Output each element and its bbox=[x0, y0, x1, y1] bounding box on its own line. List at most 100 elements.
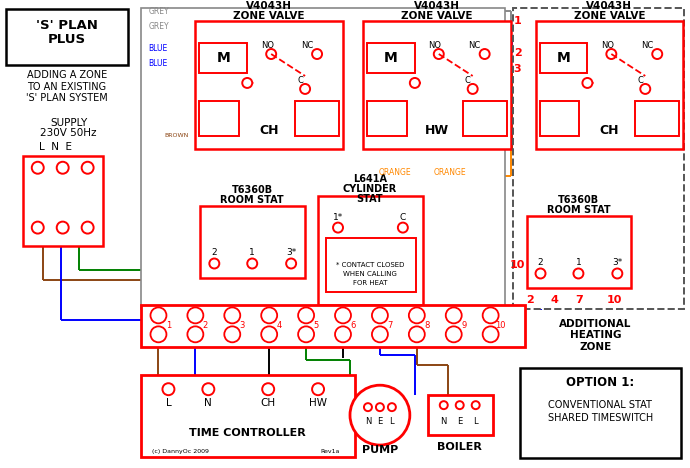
Text: CH: CH bbox=[259, 124, 279, 137]
Text: 'S' PLAN SYSTEM: 'S' PLAN SYSTEM bbox=[26, 93, 108, 103]
Circle shape bbox=[364, 403, 372, 411]
Text: N: N bbox=[204, 398, 213, 408]
Text: TO AN EXISTING: TO AN EXISTING bbox=[27, 82, 106, 92]
Circle shape bbox=[483, 307, 499, 323]
Text: C: C bbox=[400, 213, 406, 222]
Text: ADDITIONAL
HEATING
ZONE: ADDITIONAL HEATING ZONE bbox=[559, 319, 631, 352]
Text: 2: 2 bbox=[513, 48, 522, 58]
Circle shape bbox=[266, 49, 276, 59]
Circle shape bbox=[333, 223, 343, 233]
Circle shape bbox=[312, 49, 322, 59]
Text: N: N bbox=[441, 417, 447, 425]
Text: 1: 1 bbox=[249, 248, 255, 257]
Circle shape bbox=[298, 307, 314, 323]
Bar bbox=[200, 205, 305, 278]
Text: C: C bbox=[465, 76, 471, 86]
Text: PUMP: PUMP bbox=[362, 445, 398, 455]
Text: T6360B: T6360B bbox=[558, 195, 599, 205]
Circle shape bbox=[202, 383, 215, 395]
Text: 2: 2 bbox=[203, 321, 208, 330]
Text: ZONE VALVE: ZONE VALVE bbox=[401, 11, 473, 21]
Text: NO: NO bbox=[261, 41, 274, 50]
Bar bbox=[540, 101, 580, 136]
Circle shape bbox=[455, 401, 464, 409]
Bar bbox=[526, 216, 631, 288]
Text: M: M bbox=[384, 51, 397, 65]
Text: GREY: GREY bbox=[148, 22, 169, 30]
Bar bbox=[195, 21, 343, 149]
Text: CYLINDER: CYLINDER bbox=[343, 183, 397, 194]
Text: SUPPLY: SUPPLY bbox=[50, 118, 88, 128]
Bar bbox=[520, 368, 681, 458]
Text: 3: 3 bbox=[239, 321, 245, 330]
Text: OPTION 1:: OPTION 1: bbox=[566, 376, 635, 389]
Bar bbox=[363, 21, 511, 149]
Text: 3*: 3* bbox=[612, 258, 622, 267]
Text: C: C bbox=[638, 76, 643, 86]
Circle shape bbox=[446, 307, 462, 323]
Circle shape bbox=[640, 84, 650, 94]
Text: 7: 7 bbox=[387, 321, 393, 330]
Circle shape bbox=[480, 49, 490, 59]
Circle shape bbox=[335, 326, 351, 342]
Bar bbox=[367, 43, 415, 73]
Bar bbox=[513, 8, 684, 309]
Text: E: E bbox=[457, 417, 462, 425]
Text: BOILER: BOILER bbox=[437, 442, 482, 452]
Bar bbox=[141, 306, 524, 347]
Text: C: C bbox=[297, 76, 303, 86]
Text: WHEN CALLING: WHEN CALLING bbox=[343, 271, 397, 278]
Circle shape bbox=[468, 84, 477, 94]
Text: (c) DannyOc 2009: (c) DannyOc 2009 bbox=[152, 448, 210, 453]
Text: ADDING A ZONE: ADDING A ZONE bbox=[26, 70, 107, 80]
Text: 6: 6 bbox=[351, 321, 355, 330]
Text: BLUE: BLUE bbox=[148, 44, 168, 52]
Bar bbox=[23, 156, 103, 246]
Text: 8: 8 bbox=[424, 321, 429, 330]
Text: E: E bbox=[377, 417, 382, 425]
Text: PLUS: PLUS bbox=[48, 33, 86, 45]
Circle shape bbox=[472, 401, 480, 409]
Circle shape bbox=[434, 49, 444, 59]
Text: L: L bbox=[473, 417, 478, 425]
Circle shape bbox=[32, 222, 43, 234]
Bar bbox=[535, 21, 683, 149]
Text: 3*: 3* bbox=[286, 248, 296, 257]
Circle shape bbox=[298, 326, 314, 342]
Circle shape bbox=[162, 383, 175, 395]
Circle shape bbox=[224, 326, 240, 342]
Text: 5: 5 bbox=[313, 321, 319, 330]
Text: 10: 10 bbox=[510, 261, 525, 271]
Circle shape bbox=[398, 223, 408, 233]
Text: 7: 7 bbox=[575, 295, 583, 306]
Text: NC: NC bbox=[641, 41, 653, 50]
Text: NC: NC bbox=[301, 41, 313, 50]
Circle shape bbox=[150, 326, 166, 342]
Text: CH: CH bbox=[261, 398, 276, 408]
Text: 1*: 1* bbox=[333, 213, 343, 222]
Circle shape bbox=[582, 78, 593, 88]
Text: L  N  E: L N E bbox=[39, 142, 72, 152]
Text: FOR HEAT: FOR HEAT bbox=[353, 280, 387, 286]
Bar bbox=[326, 238, 416, 292]
Text: ORANGE: ORANGE bbox=[379, 168, 411, 177]
Text: T6360B: T6360B bbox=[232, 185, 273, 195]
Text: ZONE VALVE: ZONE VALVE bbox=[233, 11, 305, 21]
Circle shape bbox=[188, 307, 204, 323]
Bar bbox=[540, 43, 587, 73]
Bar bbox=[141, 8, 504, 309]
Text: 'S' PLAN: 'S' PLAN bbox=[36, 19, 97, 32]
Text: 1: 1 bbox=[513, 16, 522, 26]
Text: L641A: L641A bbox=[353, 174, 387, 184]
Text: 4: 4 bbox=[277, 321, 282, 330]
Text: L: L bbox=[166, 398, 171, 408]
Text: ROOM STAT: ROOM STAT bbox=[546, 205, 610, 215]
Circle shape bbox=[262, 326, 277, 342]
Text: CONVENTIONAL STAT: CONVENTIONAL STAT bbox=[549, 400, 652, 410]
Bar bbox=[6, 9, 128, 65]
Text: TIME CONTROLLER: TIME CONTROLLER bbox=[189, 428, 306, 438]
Bar bbox=[199, 43, 247, 73]
Circle shape bbox=[188, 326, 204, 342]
Text: L: L bbox=[390, 417, 394, 425]
Circle shape bbox=[607, 49, 616, 59]
